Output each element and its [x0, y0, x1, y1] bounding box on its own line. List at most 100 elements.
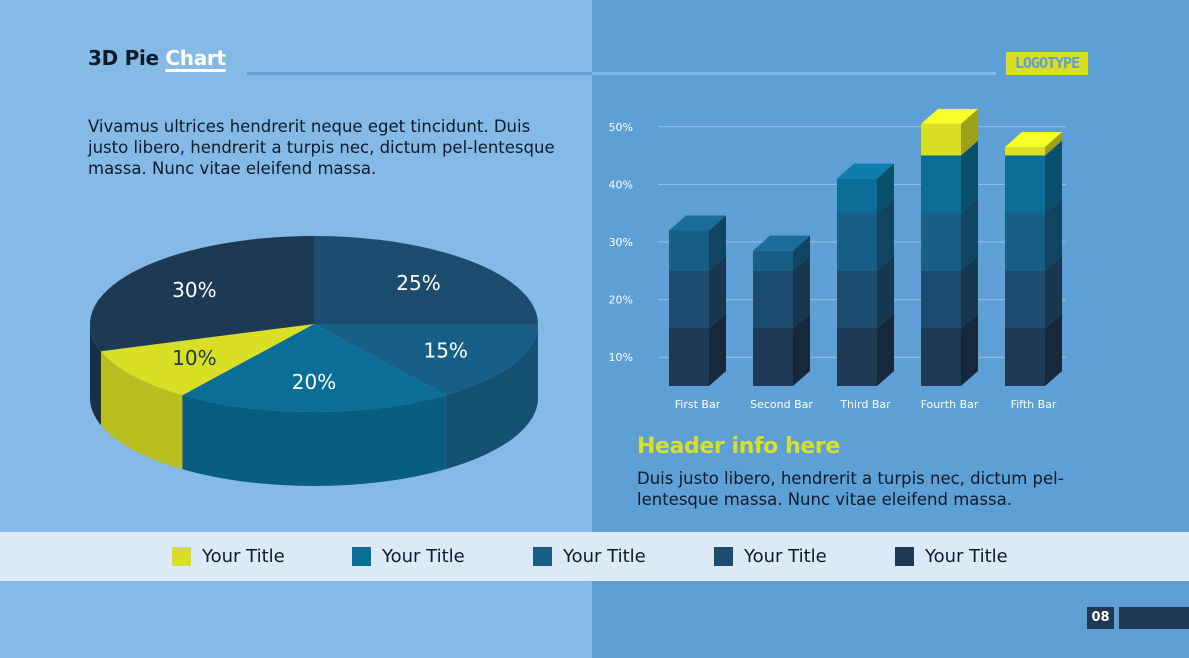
- legend-label: Your Title: [202, 545, 285, 567]
- bar-segment: [669, 230, 709, 271]
- legend-label: Your Title: [382, 545, 465, 567]
- bar-segment-side: [961, 255, 978, 329]
- y-tick-label: 50%: [609, 121, 633, 134]
- bar-segment-side: [877, 198, 894, 271]
- bar-segment: [921, 213, 961, 271]
- pie-slice: [314, 236, 538, 324]
- bar-segment-side: [793, 313, 810, 386]
- pie-slice-label: 15%: [423, 338, 467, 362]
- bar-segment-side: [793, 235, 810, 271]
- bar: [837, 163, 894, 386]
- bar-segment: [1005, 270, 1045, 329]
- bar-segment-side: [961, 140, 978, 214]
- legend-swatch: [352, 546, 371, 566]
- pie-slice: [89, 236, 314, 352]
- pie-sides: [90, 324, 538, 486]
- x-tick-label: Second Bar: [750, 398, 813, 411]
- legend-swatch: [172, 546, 191, 566]
- legend-swatch: [533, 546, 552, 566]
- info-header: Header info here: [637, 434, 840, 459]
- bar-segment-side: [961, 198, 978, 271]
- page-title: 3D Pie Chart: [88, 46, 226, 70]
- bar-segment: [837, 270, 877, 329]
- bar: [669, 215, 726, 386]
- legend-swatch: [895, 546, 914, 566]
- bar: [753, 235, 810, 386]
- intro-paragraph: Vivamus ultrices hendrerit neque eget ti…: [88, 117, 555, 178]
- pie-slice-side: [182, 395, 446, 486]
- legend-item: Your Title: [714, 545, 827, 567]
- bar-segment: [837, 178, 877, 214]
- legend-label: Your Title: [744, 545, 827, 567]
- bar-segment-side: [709, 313, 726, 386]
- bar-segment: [921, 270, 961, 329]
- legend-label: Your Title: [563, 545, 646, 567]
- bar-segment-side: [1045, 313, 1062, 386]
- bar-segment-side: [877, 313, 894, 386]
- pie-slice: [100, 324, 314, 396]
- bar-segment-side: [877, 163, 894, 214]
- pie-slice: [314, 324, 538, 396]
- pie-slice-label: 20%: [292, 370, 336, 394]
- bar-chart: 10% 20% 30% 40% 50% First Bar Second Bar Third …: [609, 108, 1066, 411]
- bar-top-face: [1005, 131, 1062, 147]
- title-divider-left: [247, 72, 592, 75]
- bar-segment-side: [1045, 131, 1062, 156]
- pie-chart: 25% 15% 20% 10% 30%: [89, 236, 538, 486]
- bar-segment: [753, 328, 793, 386]
- pie-slice: [182, 324, 446, 412]
- x-tick-label: Fifth Bar: [1011, 398, 1057, 411]
- x-tick-label: First Bar: [675, 398, 721, 411]
- logotype-badge: LOGOTYPE: [1006, 52, 1088, 75]
- bar-segment-side: [1045, 140, 1062, 214]
- legend-label: Your Title: [925, 545, 1008, 567]
- y-tick-label: 30%: [609, 236, 633, 249]
- legend-item: Your Title: [352, 545, 465, 567]
- y-tick-label: 40%: [609, 178, 633, 191]
- bar-segment-side: [961, 313, 978, 386]
- legend-strip: Your Title Your Title Your Title Your Ti…: [0, 532, 1189, 581]
- bar-segment-side: [877, 255, 894, 329]
- legend-item: Your Title: [533, 545, 646, 567]
- page-number: 08: [1087, 607, 1114, 629]
- bar-segment-side: [1045, 255, 1062, 329]
- bar-segment-side: [709, 255, 726, 329]
- bar-top-face: [669, 215, 726, 231]
- bar-segment: [1005, 328, 1045, 386]
- bar-segment: [1005, 155, 1045, 214]
- pie-slice-side: [90, 324, 101, 426]
- pie-slice-side: [445, 324, 538, 470]
- page-number-bar: [1119, 607, 1189, 629]
- bar-segment: [837, 213, 877, 271]
- bar: [1005, 131, 1062, 386]
- bar-top-face: [921, 108, 978, 124]
- bar-top-face: [753, 235, 810, 251]
- bar-segment: [753, 250, 793, 271]
- pie-slice-side: [100, 351, 183, 470]
- bar-segment: [921, 328, 961, 386]
- legend-item: Your Title: [172, 545, 285, 567]
- bar-segment-side: [961, 108, 978, 156]
- legend-swatch: [714, 546, 733, 566]
- x-tick-label: Fourth Bar: [921, 398, 979, 411]
- pie-slice-label: 10%: [172, 346, 216, 370]
- y-tick-label: 20%: [609, 294, 633, 307]
- bar-segment-side: [1045, 198, 1062, 271]
- bar: [921, 108, 978, 386]
- page-title-accent: Chart: [165, 46, 226, 70]
- x-tick-label: Third Bar: [839, 398, 891, 411]
- bar-segment: [1005, 213, 1045, 271]
- legend-item: Your Title: [895, 545, 1008, 567]
- bar-segment-side: [709, 215, 726, 271]
- bar-segment: [837, 328, 877, 386]
- info-paragraph: Duis justo libero, hendrerit a turpis ne…: [637, 469, 1064, 509]
- y-tick-label: 10%: [609, 351, 633, 364]
- title-divider-right: [592, 72, 996, 75]
- bar-segment: [669, 270, 709, 329]
- bar-segment-side: [793, 255, 810, 329]
- bar-segment: [669, 328, 709, 386]
- bar-segment: [921, 123, 961, 156]
- pie-slice-label: 25%: [396, 271, 440, 295]
- page-title-main: 3D Pie: [88, 46, 166, 70]
- pie-slice-label: 30%: [172, 278, 216, 302]
